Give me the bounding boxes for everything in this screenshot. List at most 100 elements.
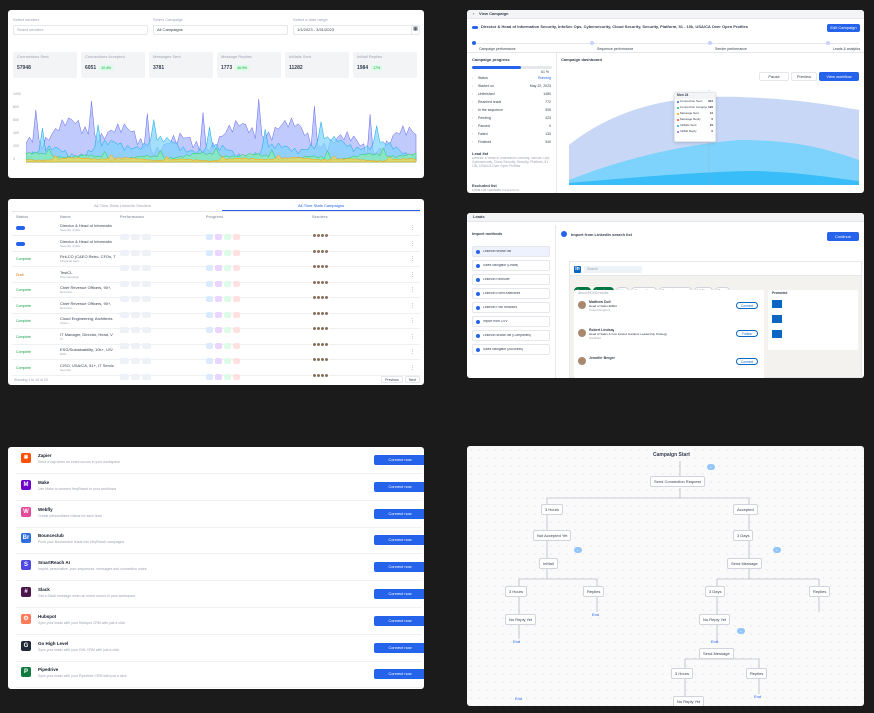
import-method-item[interactable]: LinkedIn Post Reactors bbox=[472, 302, 550, 313]
flow-node[interactable]: Replies bbox=[809, 586, 831, 597]
more-icon[interactable]: ⋮ bbox=[410, 287, 415, 293]
pause-button[interactable]: Pause bbox=[759, 72, 789, 81]
more-icon[interactable]: ⋮ bbox=[410, 256, 415, 262]
person-name[interactable]: Robert Lindsay bbox=[589, 328, 615, 332]
flow-node[interactable]: Not Accepted Yet bbox=[533, 530, 572, 541]
step-tab[interactable]: Sequence performance bbox=[597, 47, 634, 51]
more-icon[interactable]: ⋮ bbox=[410, 240, 415, 247]
campaign-name[interactable]: Director & Head of Informatio bbox=[60, 239, 112, 244]
connect-now-button[interactable]: Connect now bbox=[374, 562, 424, 573]
step-tab[interactable]: Leads & analytics bbox=[833, 47, 861, 51]
campaign-name[interactable]: IT Manager, Director, Head, V bbox=[60, 332, 113, 337]
import-method-item[interactable]: LinkedIn search list bbox=[472, 246, 550, 257]
import-method-item[interactable]: LinkedIn Event Attendees bbox=[472, 288, 550, 299]
import-method-item[interactable]: Sales Navigator (Accounts) bbox=[472, 344, 550, 355]
progress-pill bbox=[206, 311, 213, 318]
integrations-card: ✱ Zapier Send a zap when an event occurs i… bbox=[8, 447, 424, 689]
status-toggle[interactable] bbox=[16, 226, 25, 230]
status-toggle[interactable] bbox=[16, 241, 25, 246]
campaign-name[interactable]: Director & Head of Informatio bbox=[60, 224, 112, 228]
connect-now-button[interactable]: Connect now bbox=[374, 589, 424, 599]
campaign-toggle[interactable] bbox=[472, 26, 478, 29]
person-result[interactable]: Robert Lindsay Head of Sales & Gov Irelan… bbox=[578, 328, 760, 354]
person-name[interactable]: Matthew Doll bbox=[589, 300, 611, 304]
flow-node[interactable]: No Reply Yet bbox=[505, 614, 537, 625]
campaign-name[interactable]: Chief Revenue Officers, 90+, bbox=[60, 286, 112, 290]
connect-now-button[interactable]: Connect now bbox=[374, 642, 424, 653]
person-name[interactable]: Jennifer Berger bbox=[589, 356, 615, 360]
flow-node[interactable]: 3 Hours bbox=[505, 586, 528, 597]
more-icon[interactable]: ⋮ bbox=[410, 333, 415, 340]
calendar-icon[interactable]: ▦ bbox=[411, 25, 420, 35]
flow-node[interactable]: InMail bbox=[539, 558, 558, 569]
table-row[interactable]: Complete Chief Revenue Officers, 90+, Reve… bbox=[12, 283, 420, 302]
import-method-item[interactable]: LinkedIn Recruiter bbox=[472, 274, 550, 285]
edit-campaign-button[interactable]: Edit Campaign bbox=[827, 24, 860, 32]
campaign-name[interactable]: CISO, USA/CA, 51+, IT Servic bbox=[60, 363, 114, 368]
campaign-name[interactable]: Cloud Engineering, Architects bbox=[60, 317, 113, 321]
table-row[interactable]: Complete CISO, USA/CA, 51+, IT Servic Secu… bbox=[12, 361, 420, 380]
campaign-name[interactable]: FinLCO (C&EO Retro, CFOs, T bbox=[60, 255, 116, 259]
step-tab[interactable]: Campaign performance bbox=[479, 47, 516, 51]
flow-node[interactable]: Send Message bbox=[699, 648, 734, 659]
campaign-name[interactable]: Chief Revenue Officers, 90+, bbox=[60, 301, 112, 306]
table-row[interactable]: Director & Head of Informatio Security, C… bbox=[12, 221, 420, 240]
person-result[interactable]: Jennifer Berger Connect bbox=[578, 356, 760, 378]
step-tab[interactable]: Sender performance bbox=[715, 47, 747, 51]
import-method-item[interactable]: Import from CSV bbox=[472, 316, 550, 327]
flow-node[interactable]: No Reply Yet bbox=[673, 696, 705, 706]
flow-node[interactable]: Replies bbox=[746, 668, 768, 679]
connect-button[interactable]: Connect bbox=[736, 302, 758, 309]
date-range-input[interactable]: 1/1/2023 - 3/31/2023 bbox=[293, 25, 415, 35]
person-result[interactable]: Matthew Doll Head of Sales EMEA United Kin… bbox=[578, 300, 760, 326]
connect-now-button[interactable]: Connect now bbox=[374, 481, 424, 492]
flow-node[interactable]: 3 Hours bbox=[541, 504, 564, 515]
senders-select[interactable]: Select senders bbox=[13, 25, 148, 35]
linkedin-search-input[interactable]: Search bbox=[584, 266, 642, 273]
import-method-item[interactable]: Sales Navigator (Leads) bbox=[472, 260, 550, 271]
continue-button[interactable]: Continue bbox=[827, 232, 859, 241]
flow-node[interactable]: Send Connection Request bbox=[650, 476, 705, 487]
flow-node[interactable]: Replies bbox=[583, 586, 605, 597]
table-row[interactable]: Complete FinLCO (C&EO Retro, CFOs, T Finan… bbox=[12, 252, 420, 271]
connect-button[interactable]: Follow bbox=[736, 330, 758, 337]
table-row[interactable]: Complete ESG/Sustainability, 10k+, US/ESG… bbox=[12, 345, 420, 364]
more-icon[interactable]: ⋮ bbox=[410, 349, 415, 355]
connect-now-button[interactable]: Connect now bbox=[374, 669, 424, 680]
connect-button[interactable]: Connect bbox=[736, 358, 758, 365]
preview-button[interactable]: Preview bbox=[791, 72, 817, 81]
avatar bbox=[324, 372, 329, 378]
flow-node[interactable]: 3 Hours bbox=[671, 668, 694, 679]
progress-pill bbox=[214, 373, 222, 380]
more-icon[interactable]: ⋮ bbox=[410, 364, 415, 371]
tab-senders[interactable]: All-Time Stats LinkedIn Senders bbox=[94, 204, 151, 208]
view-workflow-button[interactable]: View workflow bbox=[819, 72, 859, 81]
campaign-select[interactable]: All Campaigns bbox=[153, 25, 288, 35]
connect-now-button[interactable]: Connect now bbox=[374, 615, 424, 626]
status-badge: Complete bbox=[16, 334, 31, 339]
back-icon[interactable]: ‹ bbox=[473, 12, 475, 16]
prev-page-button[interactable]: Previous bbox=[381, 376, 403, 383]
more-icon[interactable]: ⋮ bbox=[410, 318, 415, 324]
table-row[interactable]: Complete IT Manager, Director, Head, V IT.… bbox=[12, 330, 420, 349]
tab-campaigns[interactable]: All-Time Stats Campaigns bbox=[298, 204, 345, 208]
flow-node[interactable]: No Reply Yet bbox=[699, 614, 731, 625]
table-row[interactable]: Complete Chief Revenue Officers, 90+, Reve… bbox=[12, 299, 420, 318]
flow-node[interactable]: Send Message bbox=[727, 558, 762, 569]
flow-node[interactable]: Accepted bbox=[733, 504, 758, 515]
flow-node[interactable]: 3 Days bbox=[705, 586, 726, 597]
import-method-item[interactable]: LinkedIn search list (Companies) bbox=[472, 330, 550, 341]
flow-node[interactable]: 3 Days bbox=[733, 530, 754, 541]
table-row[interactable]: Director & Head of Informatio Security, C… bbox=[12, 237, 420, 256]
campaign-name[interactable]: TestCL bbox=[60, 270, 73, 275]
table-row[interactable]: Draft TestCL Test campaign ⋮ bbox=[12, 268, 420, 287]
table-row[interactable]: Complete Cloud Engineering, Architects Clo… bbox=[12, 314, 420, 333]
connect-now-button[interactable]: Connect now bbox=[374, 455, 424, 465]
more-icon[interactable]: ⋮ bbox=[410, 302, 415, 309]
connect-now-button[interactable]: Connect now bbox=[374, 535, 424, 546]
campaign-name[interactable]: ESG/Sustainability, 10k+, US/ bbox=[60, 348, 113, 352]
connect-now-button[interactable]: Connect now bbox=[374, 508, 424, 519]
more-icon[interactable]: ⋮ bbox=[410, 271, 415, 278]
next-page-button[interactable]: Next bbox=[405, 376, 420, 383]
more-icon[interactable]: ⋮ bbox=[410, 225, 415, 231]
